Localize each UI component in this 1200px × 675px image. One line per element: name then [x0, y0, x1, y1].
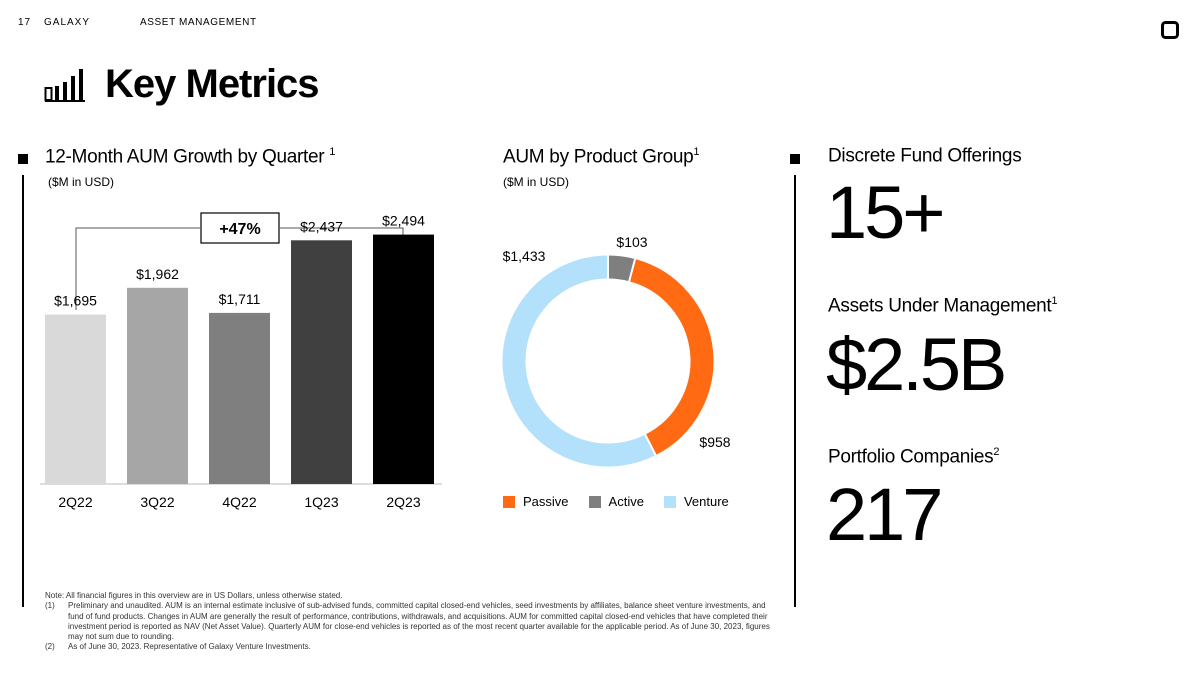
x-tick-label: 2Q22 [58, 494, 92, 510]
legend-swatch [663, 495, 676, 508]
growth-label: +47% [219, 221, 260, 238]
donut-value-label-venture: $1,433 [503, 248, 546, 264]
galaxy-logo-icon [1161, 21, 1179, 39]
page-number: 17 [18, 17, 32, 28]
bar-3Q22 [127, 287, 188, 484]
metric-label-fund-offerings: Discrete Fund Offerings [828, 145, 1022, 167]
footnote-number: (2) [45, 642, 55, 652]
brand-name: GALAXY [44, 17, 91, 28]
bar-value-label: $2,437 [300, 218, 343, 234]
donut-slice-active [607, 255, 636, 282]
growth-label-box [200, 212, 280, 244]
metric-value-aum: $2.5B [826, 323, 1007, 406]
metrics-bullet [790, 154, 800, 164]
footnote-intro: Note: All financial figures in this over… [45, 591, 343, 600]
legend-swatch [588, 495, 601, 508]
bar-value-label: $2,494 [382, 213, 425, 229]
section-name: ASSET MANAGEMENT [140, 17, 257, 28]
donut-value-label-active: $103 [616, 234, 647, 250]
footnote-text: As of June 30, 2023. Representative of G… [68, 642, 311, 652]
bar-chart-subtitle: ($M in USD) [48, 175, 115, 189]
legend-item-venture: Venture [663, 494, 729, 509]
legend-label: Venture [683, 494, 729, 509]
donut-slice-passive [628, 259, 714, 456]
bar-value-label: $1,695 [54, 293, 97, 309]
slice-separator [628, 258, 637, 282]
slice-separator [644, 434, 657, 456]
section-bullet [18, 154, 28, 164]
bar-chart: +47% $1,695 2Q22 $1,962 3Q22 $1,711 4Q22 $2,43… [40, 212, 442, 510]
legend-swatch [503, 495, 515, 508]
bar-chart-icon [44, 69, 85, 102]
metric-label-aum: Assets Under Management1 [828, 295, 1058, 317]
donut-slice-venture [502, 255, 656, 467]
footnote-text: Preliminary and unaudited. AUM is an int… [68, 601, 770, 642]
bar-2Q22 [45, 314, 106, 484]
section-divider [22, 175, 24, 607]
legend-item-active: Active [588, 494, 644, 509]
donut-chart: $958 $103 $1,433 [502, 234, 731, 467]
legend-label: Passive [523, 494, 569, 509]
bar-2Q23 [373, 234, 434, 484]
donut-chart-subtitle: ($M in USD) [503, 175, 570, 189]
footnote-item: (1) Preliminary and unaudited. AUM is an… [45, 601, 780, 642]
bar-4Q22 [209, 312, 270, 484]
donut-value-label-passive: $958 [699, 434, 730, 450]
metric-label-portfolio-companies: Portfolio Companies2 [828, 446, 1000, 468]
legend-item-passive: Passive [503, 494, 569, 509]
metrics-divider [794, 175, 796, 607]
x-tick-label: 4Q22 [222, 494, 256, 510]
bar-chart-title: 12-Month AUM Growth by Quarter 1 [45, 146, 336, 168]
footnote-number: (1) [45, 601, 55, 611]
legend-label: Active [608, 494, 644, 509]
page-title: Key Metrics [105, 62, 320, 106]
footnote-item: (2) As of June 30, 2023. Representative … [45, 642, 780, 652]
metric-value-fund-offerings: 15+ [826, 171, 946, 254]
footnotes: Note: All financial figures in this over… [45, 591, 780, 653]
x-tick-label: 2Q23 [386, 494, 420, 510]
x-tick-label: 1Q23 [304, 494, 338, 510]
growth-bracket-left [75, 227, 200, 310]
x-tick-label: 3Q22 [140, 494, 174, 510]
donut-legend: Passive Active Venture [503, 494, 729, 509]
donut-chart-title: AUM by Product Group1 [503, 146, 700, 168]
bar-value-label: $1,962 [136, 266, 179, 282]
bar-value-label: $1,711 [219, 291, 261, 307]
bar-1Q23 [291, 240, 352, 484]
metric-value-portfolio-companies: 217 [826, 473, 943, 556]
